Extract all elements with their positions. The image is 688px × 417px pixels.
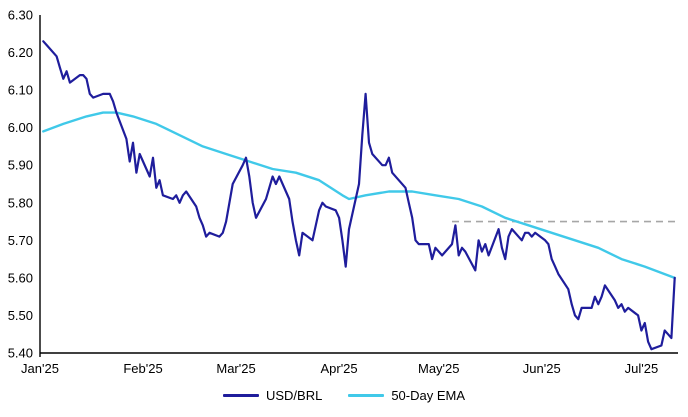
y-tick-label: 6.30 (8, 8, 33, 23)
ema-line (42, 111, 676, 280)
x-tick-label: May'25 (418, 361, 460, 376)
legend-label: USD/BRL (265, 388, 323, 403)
x-tick-label: Jun'25 (523, 361, 561, 376)
y-tick-label: 6.00 (8, 120, 33, 135)
y-tick-label: 6.10 (8, 83, 33, 98)
y-tick-label: 5.70 (8, 233, 33, 248)
legend: USD/BRL 50-Day EMA (0, 388, 688, 403)
y-axis-labels: 6.30 6.20 6.10 6.00 5.90 5.80 5.70 5.60 5.50 5.40 (8, 8, 33, 361)
legend-line-swatch (348, 394, 385, 397)
legend-item: 50-Day EMA (348, 388, 465, 403)
x-tick-label: Mar'25 (216, 361, 255, 376)
plot-area (42, 40, 678, 351)
x-axis-labels: Jan'25 Feb'25 Mar'25 Apr'25 May'25 Jun'25 Jul'… (21, 361, 658, 376)
x-tick-label: Jan'25 (21, 361, 59, 376)
x-tick-label: Apr'25 (320, 361, 357, 376)
y-tick-label: 5.60 (8, 270, 33, 285)
x-tick-label: Feb'25 (123, 361, 162, 376)
y-tick-label: 5.90 (8, 158, 33, 173)
legend-item: USD/BRL (222, 388, 323, 403)
y-tick-label: 6.20 (8, 45, 33, 60)
y-tick-label: 5.80 (8, 195, 33, 210)
usdbrl-line (42, 40, 676, 351)
y-tick-label: 5.40 (8, 346, 33, 361)
x-tick-label: Jul'25 (625, 361, 659, 376)
y-tick-label: 5.50 (8, 308, 33, 323)
legend-label: 50-Day EMA (391, 388, 466, 403)
legend-line-swatch (222, 394, 259, 397)
axes (39, 15, 678, 357)
